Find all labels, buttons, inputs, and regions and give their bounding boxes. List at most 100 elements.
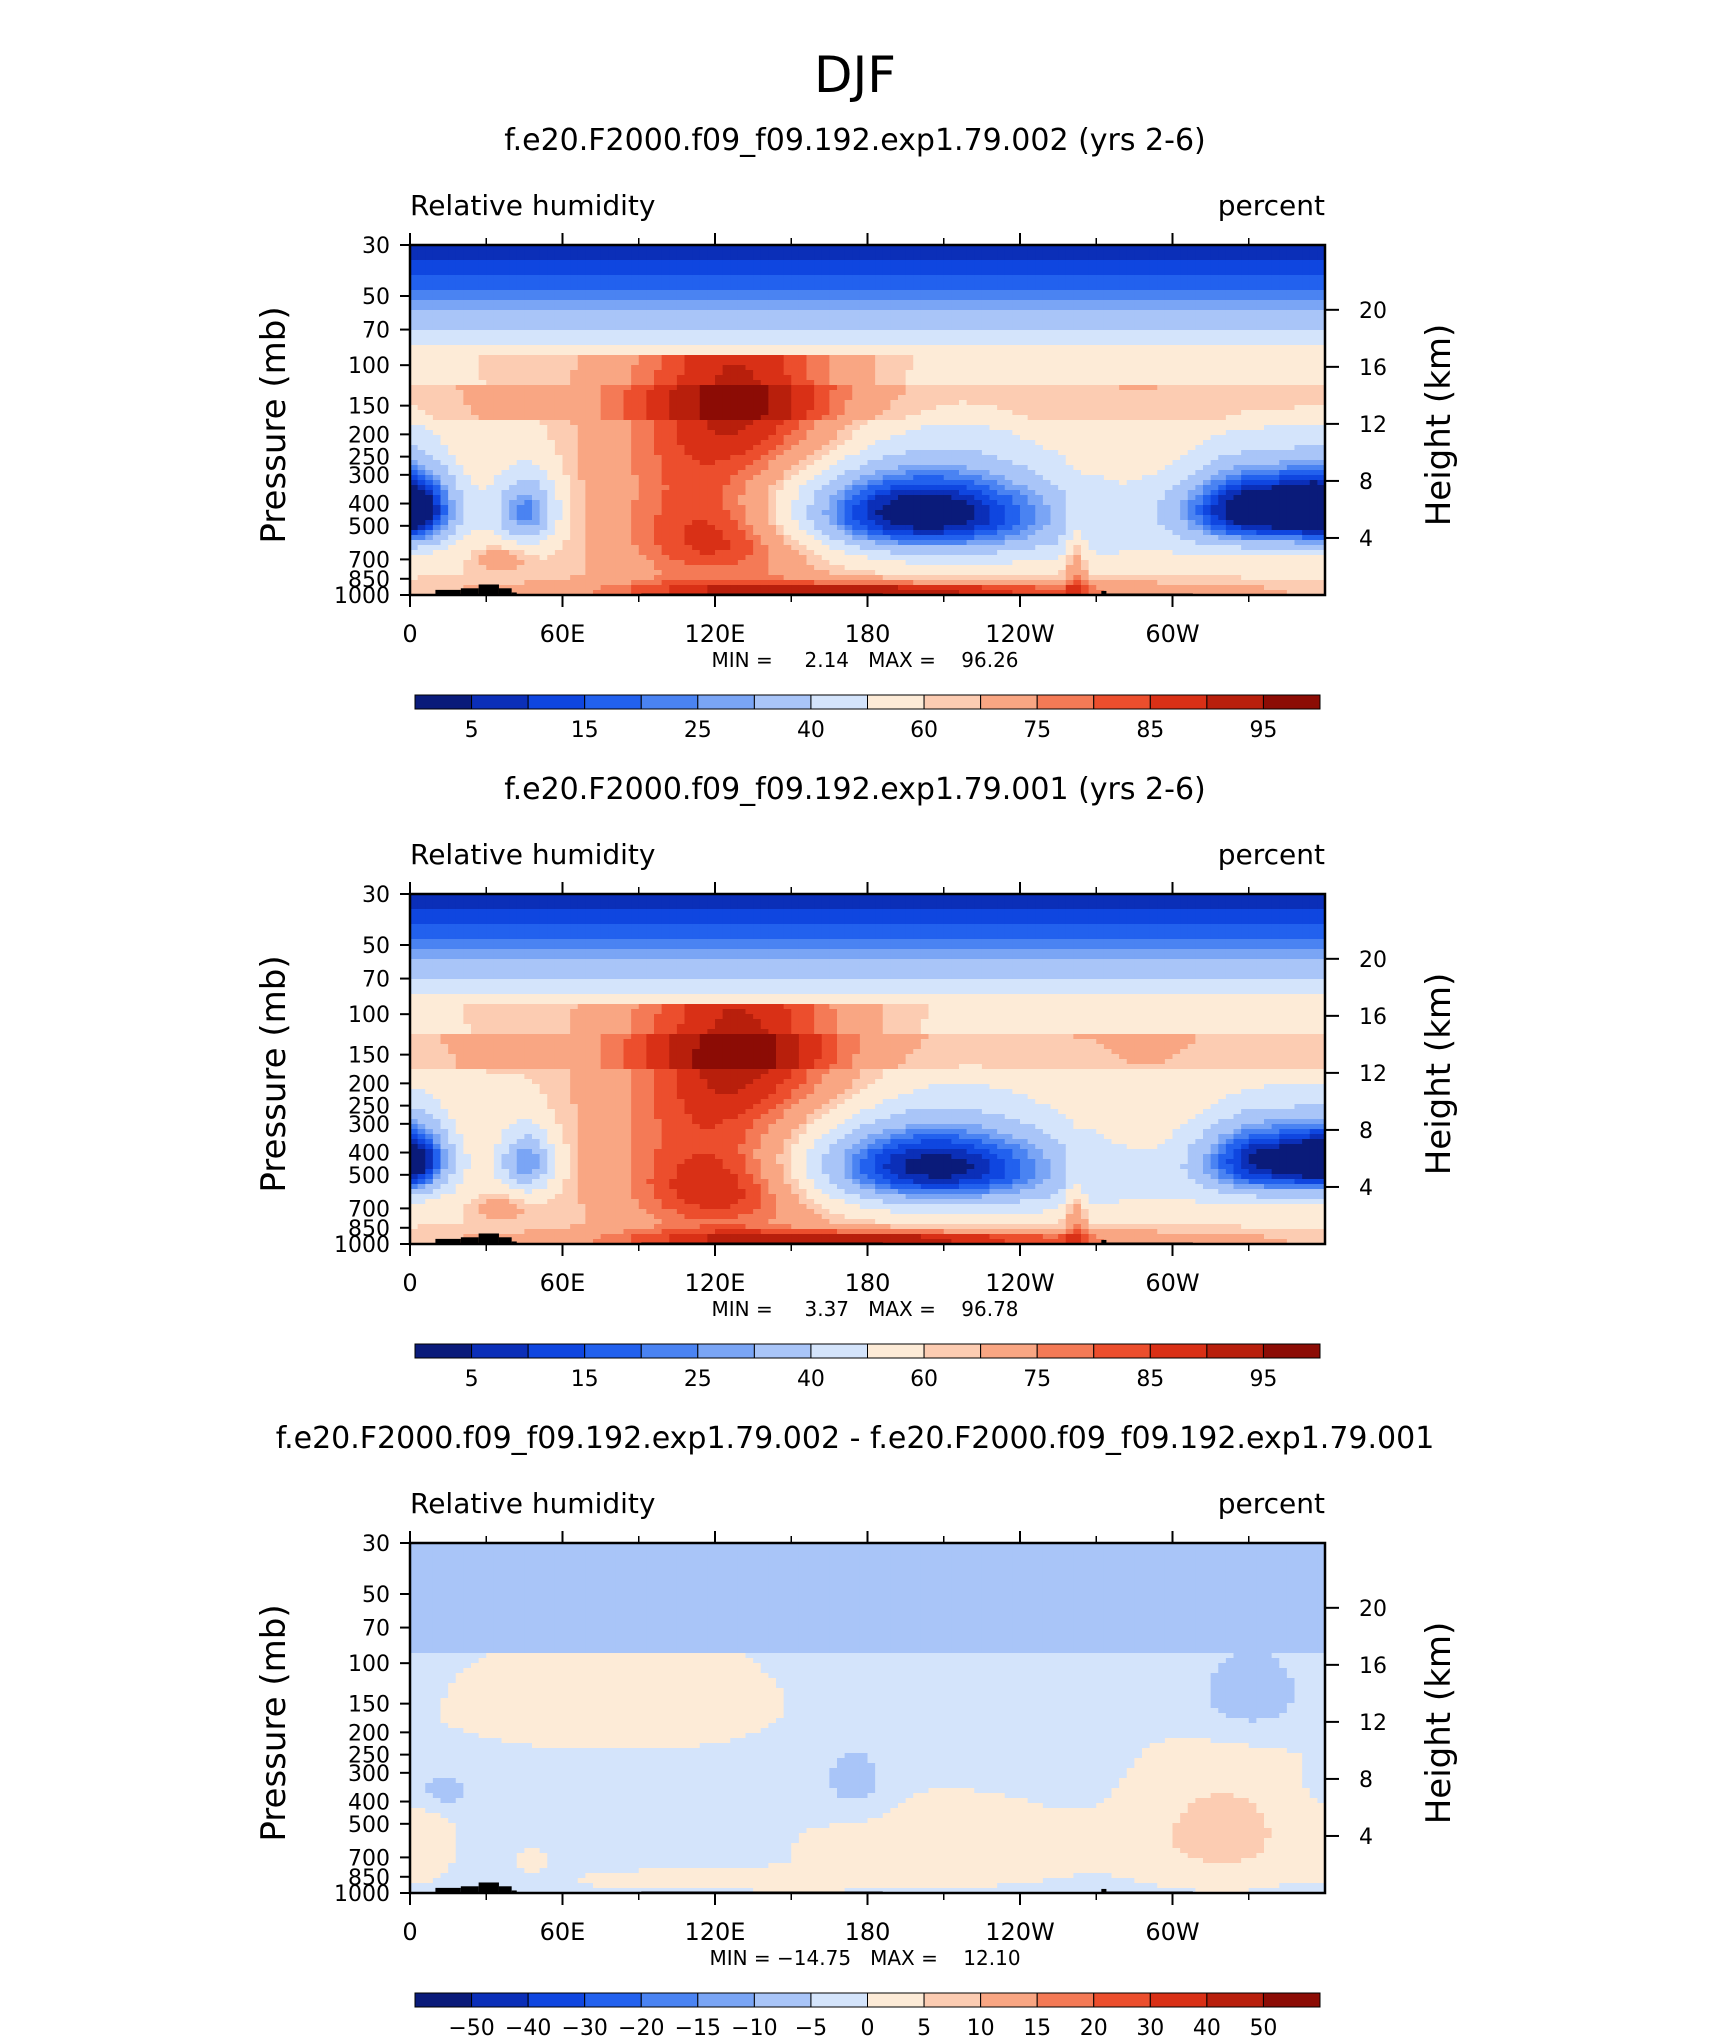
field-cell: [692, 270, 701, 276]
field-cell: [867, 415, 876, 421]
field-cell: [692, 295, 701, 301]
field-cell: [920, 360, 930, 366]
field-cell: [1256, 310, 1265, 316]
field-cell: [768, 385, 777, 391]
field-cell: [1203, 405, 1212, 411]
field-cell: [1248, 265, 1257, 271]
field-cell: [1164, 325, 1174, 331]
field-cell: [951, 250, 960, 256]
field-cell: [547, 285, 556, 291]
field-cell: [776, 250, 785, 256]
field-cell: [974, 430, 983, 436]
field-cell: [493, 370, 503, 376]
field-cell: [486, 415, 495, 421]
field-cell: [760, 385, 769, 391]
field-cell: [493, 410, 503, 416]
field-cell: [1126, 385, 1135, 391]
field-cell: [661, 350, 670, 356]
field-cell: [1142, 415, 1151, 421]
field-cell: [562, 430, 571, 436]
field-cell: [875, 310, 884, 316]
field-cell: [1111, 365, 1120, 371]
field-cell: [1065, 290, 1074, 296]
field-cell: [1042, 435, 1052, 441]
field-cell: [1279, 300, 1288, 306]
field-cell: [867, 340, 876, 346]
field-cell: [859, 300, 869, 306]
field-cell: [615, 310, 625, 316]
field-cell: [1294, 270, 1303, 276]
field-cell: [1218, 405, 1227, 411]
field-cell: [539, 335, 548, 341]
field-cell: [875, 255, 884, 261]
field-cell: [463, 430, 472, 436]
field-cell: [715, 430, 724, 436]
field-cell: [867, 310, 876, 316]
field-cell: [1187, 365, 1196, 371]
field-cell: [547, 275, 556, 281]
field-cell: [684, 415, 693, 421]
field-cell: [1119, 400, 1128, 406]
field-cell: [486, 370, 495, 376]
field-cell: [1042, 370, 1052, 376]
field-cell: [1111, 270, 1120, 276]
field-cell: [646, 305, 655, 311]
field-cell: [448, 435, 457, 441]
field-cell: [981, 415, 991, 421]
field-cell: [882, 305, 891, 311]
field-cell: [981, 435, 991, 441]
field-cell: [646, 415, 655, 421]
field-cell: [1264, 350, 1273, 356]
field-cell: [1134, 410, 1143, 416]
field-cell: [524, 380, 533, 386]
field-cell: [1172, 445, 1181, 451]
field-cell: [1317, 420, 1326, 426]
field-cell: [737, 390, 747, 396]
field-cell: [1126, 375, 1135, 381]
field-cell: [432, 365, 442, 371]
field-cell: [1058, 320, 1067, 326]
field-cell: [936, 450, 945, 456]
field-cell: [1302, 305, 1311, 311]
field-cell: [554, 300, 564, 306]
field-cell: [1050, 435, 1059, 441]
field-cell: [1203, 270, 1212, 276]
field-cell: [1286, 445, 1296, 451]
field-cell: [570, 295, 579, 301]
field-cell: [440, 345, 449, 351]
field-cell: [463, 400, 472, 406]
field-cell: [913, 370, 922, 376]
field-cell: [737, 295, 747, 301]
field-cell: [859, 305, 869, 311]
field-cell: [455, 425, 464, 431]
field-cell: [1004, 370, 1013, 376]
field-cell: [722, 445, 731, 451]
field-cell: [410, 255, 419, 261]
field-cell: [1096, 285, 1105, 291]
field-cell: [974, 255, 983, 261]
field-cell: [1065, 340, 1074, 346]
field-cell: [715, 300, 724, 306]
field-cell: [1309, 425, 1318, 431]
field-cell: [959, 330, 968, 336]
field-cell: [852, 330, 861, 336]
field-cell: [875, 345, 884, 351]
field-cell: [654, 280, 663, 286]
field-cell: [1195, 330, 1204, 336]
field-cell: [791, 265, 800, 271]
page-title: DJF: [814, 46, 896, 104]
field-cell: [1225, 330, 1235, 336]
field-cell: [638, 245, 647, 251]
field-cell: [524, 325, 533, 331]
field-cell: [730, 350, 739, 356]
field-cell: [692, 275, 701, 281]
field-cell: [959, 430, 968, 436]
field-cell: [920, 295, 930, 301]
field-cell: [1172, 405, 1181, 411]
field-cell: [997, 400, 1006, 406]
field-cell: [471, 325, 480, 331]
field-cell: [1134, 255, 1143, 261]
field-cell: [1020, 355, 1029, 361]
field-cell: [1279, 290, 1288, 296]
field-cell: [547, 270, 556, 276]
